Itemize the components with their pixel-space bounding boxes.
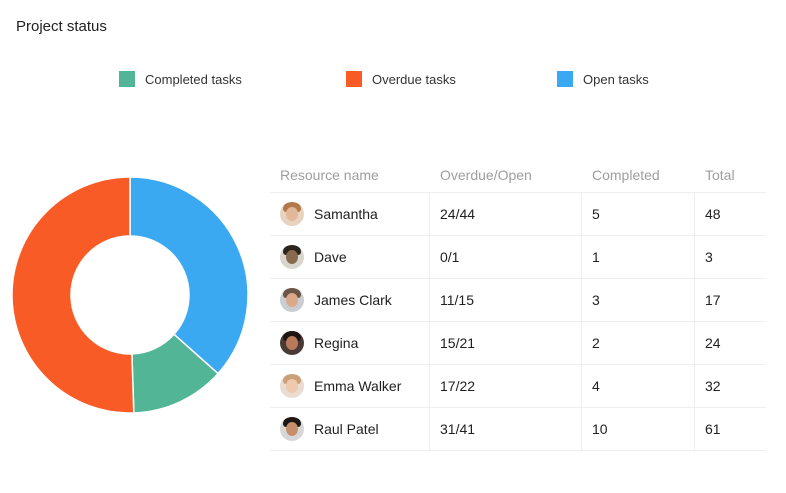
overdue-open-cell: 11/15: [430, 279, 582, 321]
table-row[interactable]: James Clark 11/15 3 17: [270, 279, 766, 322]
completed-cell: 3: [582, 279, 695, 321]
legend-swatch-completed: [119, 71, 135, 87]
avatar: [280, 245, 304, 269]
avatar: [280, 288, 304, 312]
avatar: [280, 417, 304, 441]
legend-item-open: Open tasks: [557, 71, 649, 87]
table-body: Samantha 24/44 5 48 Dave 0/1 1 3 James C…: [270, 193, 766, 451]
overdue-open-cell: 17/22: [430, 365, 582, 407]
table-header: Resource name Overdue/Open Completed Tot…: [270, 158, 766, 193]
legend-swatch-open: [557, 71, 573, 87]
legend-label-completed: Completed tasks: [145, 71, 242, 87]
legend-item-overdue: Overdue tasks: [346, 71, 456, 87]
table-row[interactable]: Raul Patel 31/41 10 61: [270, 408, 766, 451]
completed-cell: 1: [582, 236, 695, 278]
resource-table: Resource name Overdue/Open Completed Tot…: [270, 158, 766, 451]
resource-name: James Clark: [314, 292, 392, 308]
total-cell: 32: [705, 378, 721, 394]
header-completed: Completed: [592, 167, 660, 183]
slice-open[interactable]: [129, 176, 249, 375]
table-row[interactable]: Emma Walker 17/22 4 32: [270, 365, 766, 408]
legend-swatch-overdue: [346, 71, 362, 87]
table-row[interactable]: Samantha 24/44 5 48: [270, 193, 766, 236]
avatar: [280, 331, 304, 355]
total-cell: 48: [705, 206, 721, 222]
resource-name: Regina: [314, 335, 359, 351]
resource-name: Samantha: [314, 206, 378, 222]
legend-label-overdue: Overdue tasks: [372, 71, 456, 87]
donut-chart: [11, 176, 249, 414]
overdue-open-cell: 24/44: [430, 193, 582, 235]
resource-name-cell: Regina: [270, 322, 430, 364]
resource-name: Emma Walker: [314, 378, 402, 394]
page-title: Project status: [16, 18, 107, 35]
completed-cell: 5: [582, 193, 695, 235]
avatar-face: [286, 250, 298, 264]
table-row[interactable]: Dave 0/1 1 3: [270, 236, 766, 279]
overdue-open-cell: 15/21: [430, 322, 582, 364]
header-resource-name: Resource name: [280, 167, 379, 183]
avatar: [280, 374, 304, 398]
resource-name-cell: James Clark: [270, 279, 430, 321]
resource-name: Dave: [314, 249, 347, 265]
legend-item-completed: Completed tasks: [119, 71, 242, 87]
overdue-open-cell: 31/41: [430, 408, 582, 450]
total-cell: 61: [705, 421, 721, 437]
avatar: [280, 202, 304, 226]
resource-name-cell: Emma Walker: [270, 365, 430, 407]
avatar-face: [286, 293, 298, 307]
header-overdue-open: Overdue/Open: [440, 167, 532, 183]
slice-overdue[interactable]: [11, 176, 135, 414]
avatar-face: [286, 336, 298, 350]
resource-name: Raul Patel: [314, 421, 379, 437]
total-cell: 24: [705, 335, 721, 351]
header-total: Total: [705, 167, 735, 183]
table-row[interactable]: Regina 15/21 2 24: [270, 322, 766, 365]
avatar-face: [286, 422, 298, 436]
completed-cell: 2: [582, 322, 695, 364]
overdue-open-cell: 0/1: [430, 236, 582, 278]
total-cell: 3: [705, 249, 713, 265]
legend-label-open: Open tasks: [583, 71, 649, 87]
resource-name-cell: Samantha: [270, 193, 430, 235]
resource-name-cell: Raul Patel: [270, 408, 430, 450]
avatar-face: [286, 207, 298, 221]
total-cell: 17: [705, 292, 721, 308]
avatar-face: [286, 379, 298, 393]
completed-cell: 4: [582, 365, 695, 407]
completed-cell: 10: [582, 408, 695, 450]
resource-name-cell: Dave: [270, 236, 430, 278]
